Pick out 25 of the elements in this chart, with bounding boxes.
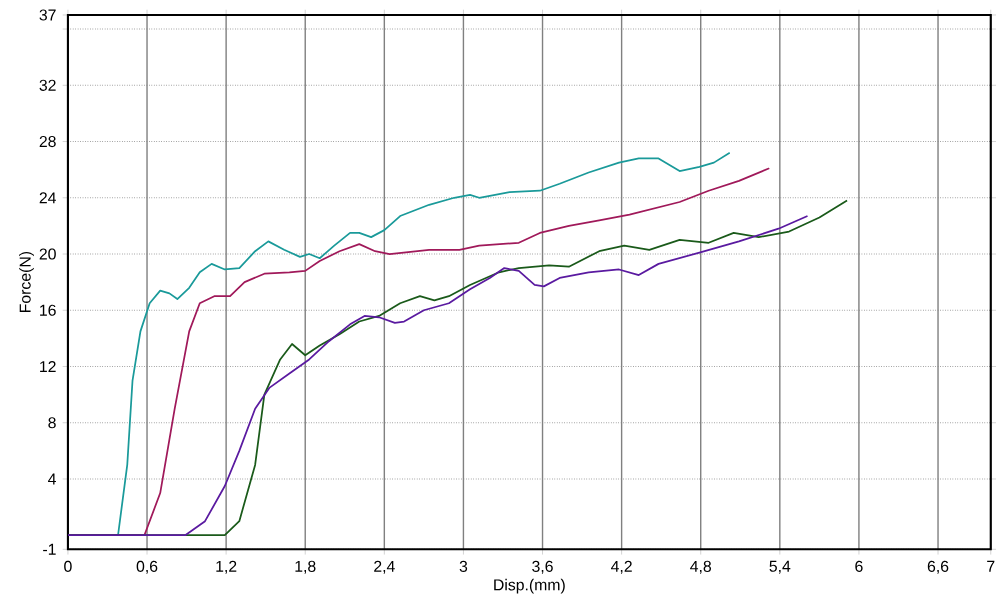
x-tick-label: 2,4 [374, 560, 395, 574]
x-tick-label: 0 [64, 560, 72, 572]
y-tick-label: 24 [39, 192, 56, 204]
x-axis-title: Disp.(mm) [494, 578, 565, 594]
x-tick-label: 3,6 [532, 560, 553, 574]
x-tick-label: 5,4 [769, 560, 791, 574]
x-tick-label: 6 [855, 560, 863, 572]
y-tick-label: 20 [39, 248, 56, 260]
y-tick-label: 28 [39, 135, 56, 147]
y-tick-label: 4 [48, 473, 56, 485]
x-tick-label: 4,2 [611, 560, 632, 574]
x-tick-label: 1,2 [216, 560, 237, 574]
y-tick-label: 16 [40, 304, 56, 316]
y-tick-label: 37 [39, 9, 56, 21]
x-tick-label: 4,8 [690, 560, 712, 574]
y-tick-label: 32 [39, 79, 56, 91]
x-tick-label: 1,8 [295, 560, 316, 574]
x-tick-label: 3 [459, 560, 468, 572]
x-tick-label: 6,6 [927, 560, 949, 574]
y-tick-label: 12 [40, 360, 56, 372]
y-tick-label: -1 [43, 543, 56, 555]
x-tick-label: 7 [987, 560, 995, 572]
x-tick-label: 0,6 [136, 560, 158, 574]
y-tick-label: 8 [48, 416, 56, 429]
y-axis-title: Force(N) [19, 251, 34, 312]
